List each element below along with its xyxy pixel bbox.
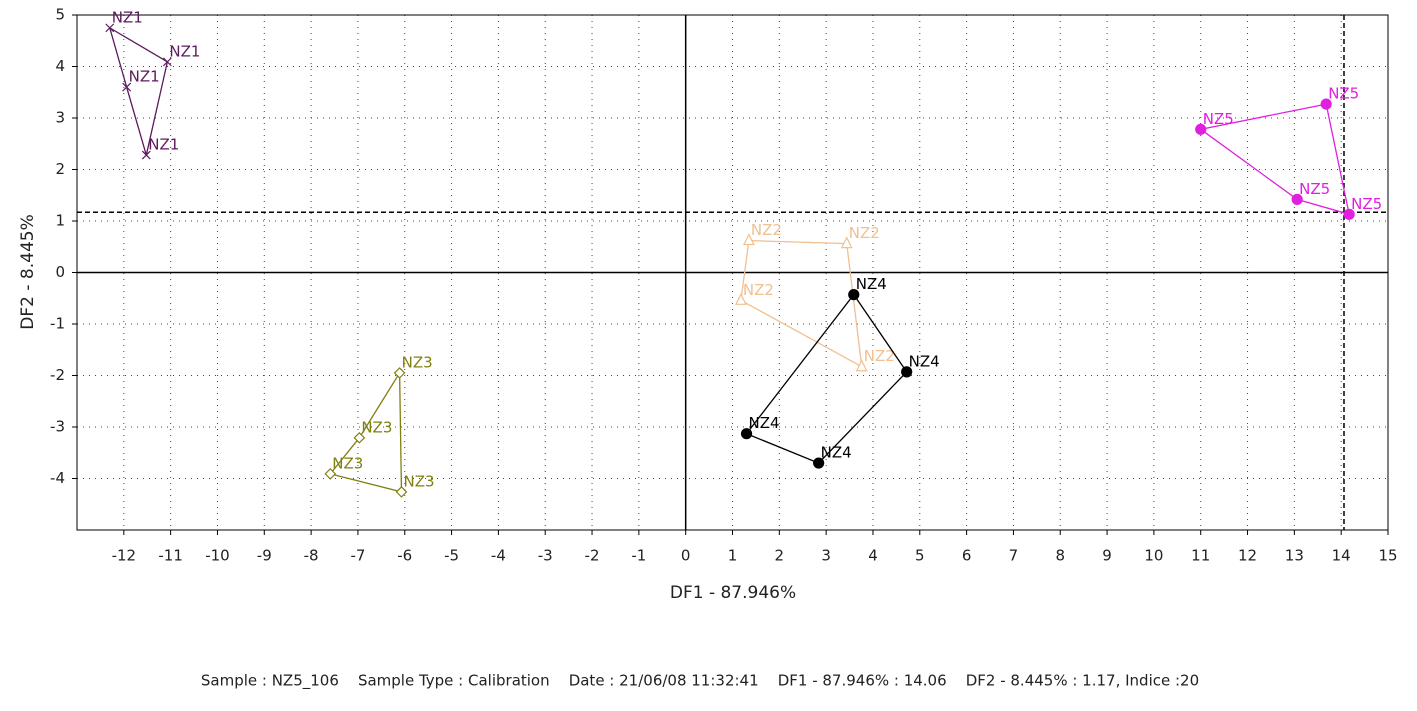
- point-label: NZ3: [403, 472, 434, 490]
- x-tick-label: -1: [631, 547, 646, 565]
- point-label: NZ4: [909, 352, 940, 370]
- point: [840, 236, 853, 249]
- x-tick-label: 15: [1378, 547, 1397, 565]
- point-label: NZ4: [821, 444, 852, 462]
- point: [395, 486, 408, 498]
- point-label: NZ3: [402, 353, 433, 371]
- point-label: NZ5: [1328, 85, 1359, 103]
- point: [1195, 123, 1207, 135]
- point: [742, 233, 755, 246]
- point: [855, 359, 868, 372]
- y-tick-label: -4: [50, 469, 65, 487]
- x-tick-label: 8: [1055, 547, 1065, 565]
- x-tick-label: 7: [1009, 547, 1019, 565]
- point: [1291, 193, 1303, 205]
- point-label: NZ4: [749, 414, 780, 432]
- y-tick-label: -2: [50, 366, 65, 384]
- point-label: NZ5: [1299, 180, 1330, 198]
- x-tick-label: 11: [1191, 547, 1210, 565]
- point: [353, 431, 366, 444]
- point: [122, 82, 132, 92]
- point-label: NZ2: [864, 347, 895, 365]
- point: [162, 57, 172, 67]
- x-tick-label: 1: [728, 547, 738, 565]
- y-tick-label: 3: [55, 109, 65, 127]
- x-tick-label: 2: [775, 547, 785, 565]
- x-tick-label: -7: [350, 547, 365, 565]
- point: [1320, 98, 1332, 110]
- x-tick-label: 4: [868, 547, 878, 565]
- x-tick-label: -11: [158, 547, 183, 565]
- x-tick-label: -6: [397, 547, 412, 565]
- x-tick-label: -4: [491, 547, 506, 565]
- point-label: NZ1: [169, 42, 200, 60]
- point-label: NZ3: [361, 418, 392, 436]
- point: [105, 23, 115, 33]
- x-tick-label: -2: [585, 547, 600, 565]
- group-outline: [745, 293, 908, 464]
- point: [393, 367, 406, 379]
- point: [734, 292, 747, 305]
- point-label: NZ5: [1351, 195, 1382, 213]
- point: [141, 150, 151, 160]
- point-label: NZ1: [112, 8, 143, 26]
- point-label: NZ5: [1203, 110, 1234, 128]
- point-label: NZ1: [129, 68, 160, 86]
- point-label: NZ1: [148, 136, 179, 154]
- point-label: NZ2: [743, 281, 774, 299]
- point: [813, 457, 825, 469]
- point-label: NZ3: [332, 454, 363, 472]
- x-tick-label: 14: [1332, 547, 1351, 565]
- point: [324, 468, 337, 480]
- point: [901, 366, 913, 378]
- x-tick-label: 10: [1144, 547, 1163, 565]
- y-tick-label: -1: [50, 315, 65, 333]
- point-label: NZ2: [751, 221, 782, 239]
- point-label: NZ4: [856, 275, 887, 293]
- point: [740, 428, 753, 440]
- x-tick-label: -9: [257, 547, 272, 565]
- x-tick-label: 0: [681, 547, 691, 565]
- x-tick-label: -3: [538, 547, 553, 565]
- y-tick-label: 5: [55, 6, 65, 24]
- y-tick-label: 2: [55, 160, 65, 178]
- x-tick-label: 12: [1238, 547, 1257, 565]
- y-tick-label: -3: [50, 418, 65, 436]
- x-tick-label: -12: [112, 547, 137, 565]
- x-tick-label: -10: [205, 547, 230, 565]
- group-outline: [740, 239, 863, 368]
- x-tick-label: -8: [304, 547, 319, 565]
- status-footer: Sample : NZ5_106 Sample Type : Calibrati…: [201, 672, 1199, 691]
- y-axis-label: DF2 - 8.445%: [18, 214, 38, 329]
- y-tick-label: 4: [55, 57, 65, 75]
- point: [1343, 208, 1355, 220]
- y-tick-label: 0: [55, 263, 65, 281]
- y-tick-label: 1: [55, 212, 65, 230]
- point-label: NZ2: [849, 224, 880, 242]
- x-tick-label: 3: [821, 547, 831, 565]
- x-tick-label: 5: [915, 547, 925, 565]
- x-tick-label: 13: [1285, 547, 1304, 565]
- x-axis-label: DF1 - 87.946%: [670, 583, 796, 603]
- x-tick-label: 9: [1102, 547, 1112, 565]
- point: [848, 289, 860, 301]
- x-tick-label: 6: [962, 547, 972, 565]
- x-tick-label: -5: [444, 547, 459, 565]
